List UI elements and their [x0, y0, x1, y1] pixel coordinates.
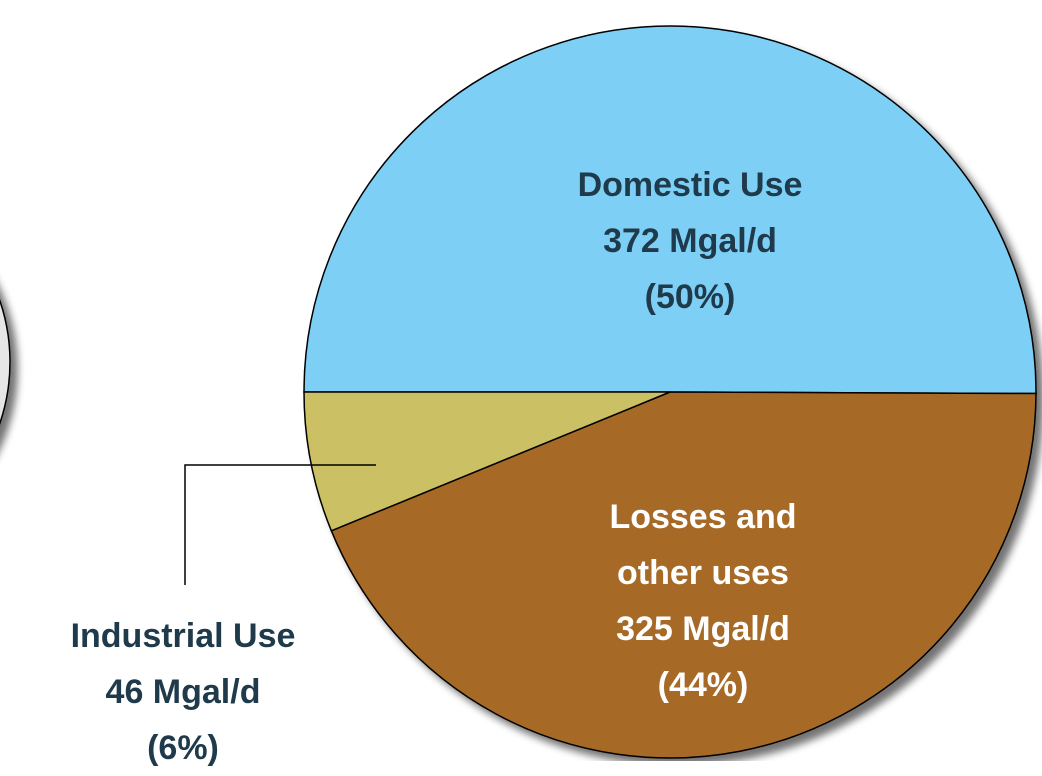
pie-slice: [303, 26, 1037, 395]
percent-label: (50%): [644, 278, 736, 316]
slice-label: Industrial Use 46 Mgal/d (6%): [23, 608, 343, 776]
category-label: Domestic Use: [577, 166, 803, 204]
category-label: Losses and other uses: [609, 498, 797, 592]
value-label: 46 Mgal/d: [105, 673, 261, 711]
slice-label: Domestic Use 372 Mgal/d (50%): [530, 157, 850, 325]
pie-slice: [330, 391, 1037, 759]
slice-label: Losses and other uses 325 Mgal/d (44%): [573, 489, 833, 713]
percent-label: (6%): [147, 729, 219, 767]
pie: [303, 26, 1037, 759]
percent-label: (44%): [657, 666, 749, 704]
leader-line: [184, 464, 376, 585]
value-label: 372 Mgal/d: [603, 222, 777, 260]
neighbor-pie: [0, 299, 11, 425]
value-label: 325 Mgal/d: [616, 610, 790, 648]
pie-slice: [303, 391, 671, 532]
category-label: Industrial Use: [70, 617, 296, 655]
